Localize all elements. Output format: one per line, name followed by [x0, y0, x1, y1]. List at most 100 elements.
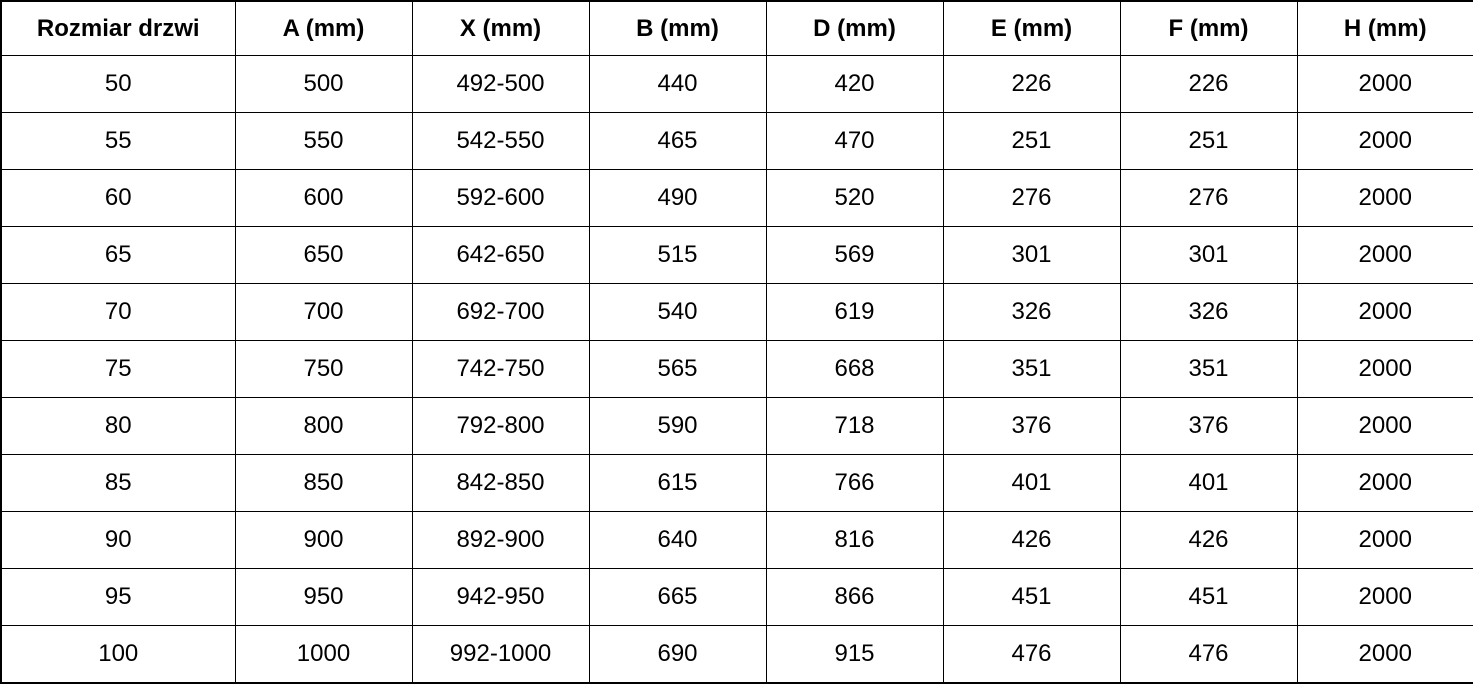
table-cell: 2000 [1296, 568, 1473, 626]
table-cell: 492-500 [411, 55, 590, 113]
table-cell: 2000 [1296, 169, 1473, 227]
table-cell: 70 [0, 283, 236, 341]
header-row: Rozmiar drzwi A (mm) X (mm) B (mm) D (mm) E (… [0, 0, 1473, 56]
table-cell: 600 [234, 169, 413, 227]
table-cell: 766 [765, 454, 944, 512]
table-cell: 100 [0, 625, 236, 684]
table-cell: 420 [765, 55, 944, 113]
table-row: 60 600 592-600 490 520 276 276 2000 [0, 169, 1473, 227]
table-cell: 326 [942, 283, 1121, 341]
table-row: 50 500 492-500 440 420 226 226 2000 [0, 55, 1473, 113]
table-cell: 470 [765, 112, 944, 170]
table-cell: 376 [942, 397, 1121, 455]
table-cell: 750 [234, 340, 413, 398]
table-row: 85 850 842-850 615 766 401 401 2000 [0, 454, 1473, 512]
header-cell-6: F (mm) [1119, 0, 1298, 56]
table-cell: 451 [1119, 568, 1298, 626]
table-cell: 351 [1119, 340, 1298, 398]
table-cell: 276 [1119, 169, 1298, 227]
table-cell: 665 [588, 568, 767, 626]
table-cell: 401 [1119, 454, 1298, 512]
table-cell: 942-950 [411, 568, 590, 626]
table-body: 50 500 492-500 440 420 226 226 2000 55 550 542-550… [0, 55, 1473, 684]
table-cell: 226 [1119, 55, 1298, 113]
header-cell-2: X (mm) [411, 0, 590, 56]
table-cell: 451 [942, 568, 1121, 626]
table-cell: 276 [942, 169, 1121, 227]
header-cell-7: H (mm) [1296, 0, 1473, 56]
table-cell: 351 [942, 340, 1121, 398]
table-cell: 490 [588, 169, 767, 227]
table-cell: 800 [234, 397, 413, 455]
table-cell: 2000 [1296, 625, 1473, 684]
header-cell-3: B (mm) [588, 0, 767, 56]
table-row: 95 950 942-950 665 866 451 451 2000 [0, 568, 1473, 626]
table-cell: 590 [588, 397, 767, 455]
table-cell: 718 [765, 397, 944, 455]
table-cell: 619 [765, 283, 944, 341]
table-row: 65 650 642-650 515 569 301 301 2000 [0, 226, 1473, 284]
table-cell: 950 [234, 568, 413, 626]
table-cell: 2000 [1296, 454, 1473, 512]
table-cell: 301 [942, 226, 1121, 284]
table-cell: 80 [0, 397, 236, 455]
table-cell: 520 [765, 169, 944, 227]
table-cell: 850 [234, 454, 413, 512]
table-row: 100 1000 992-1000 690 915 476 476 2000 [0, 625, 1473, 684]
table-cell: 1000 [234, 625, 413, 684]
table-cell: 642-650 [411, 226, 590, 284]
table-cell: 465 [588, 112, 767, 170]
header-cell-1: A (mm) [234, 0, 413, 56]
table-cell: 476 [1119, 625, 1298, 684]
table-cell: 75 [0, 340, 236, 398]
header-cell-5: E (mm) [942, 0, 1121, 56]
table-cell: 650 [234, 226, 413, 284]
table-cell: 816 [765, 511, 944, 569]
table-cell: 915 [765, 625, 944, 684]
table-cell: 326 [1119, 283, 1298, 341]
table-cell: 50 [0, 55, 236, 113]
table-cell: 2000 [1296, 55, 1473, 113]
table-cell: 55 [0, 112, 236, 170]
table-cell: 2000 [1296, 226, 1473, 284]
table-cell: 2000 [1296, 112, 1473, 170]
table-cell: 500 [234, 55, 413, 113]
table-row: 70 700 692-700 540 619 326 326 2000 [0, 283, 1473, 341]
table-row: 75 750 742-750 565 668 351 351 2000 [0, 340, 1473, 398]
table-cell: 866 [765, 568, 944, 626]
table-cell: 95 [0, 568, 236, 626]
table-cell: 2000 [1296, 397, 1473, 455]
header-cell-0: Rozmiar drzwi [0, 0, 236, 56]
table-cell: 515 [588, 226, 767, 284]
table-cell: 892-900 [411, 511, 590, 569]
table-cell: 668 [765, 340, 944, 398]
table-cell: 640 [588, 511, 767, 569]
table-cell: 542-550 [411, 112, 590, 170]
table-row: 90 900 892-900 640 816 426 426 2000 [0, 511, 1473, 569]
table-cell: 2000 [1296, 511, 1473, 569]
table-cell: 550 [234, 112, 413, 170]
table-cell: 60 [0, 169, 236, 227]
table-cell: 565 [588, 340, 767, 398]
table-cell: 742-750 [411, 340, 590, 398]
table-cell: 426 [942, 511, 1121, 569]
table-cell: 900 [234, 511, 413, 569]
table-cell: 85 [0, 454, 236, 512]
table-cell: 569 [765, 226, 944, 284]
table-cell: 401 [942, 454, 1121, 512]
table-cell: 2000 [1296, 340, 1473, 398]
table-cell: 251 [1119, 112, 1298, 170]
table-cell: 251 [942, 112, 1121, 170]
table-cell: 376 [1119, 397, 1298, 455]
table-cell: 440 [588, 55, 767, 113]
table-row: 80 800 792-800 590 718 376 376 2000 [0, 397, 1473, 455]
table-header: Rozmiar drzwi A (mm) X (mm) B (mm) D (mm) E (… [0, 0, 1473, 56]
table-cell: 690 [588, 625, 767, 684]
header-cell-4: D (mm) [765, 0, 944, 56]
table-cell: 226 [942, 55, 1121, 113]
table-cell: 540 [588, 283, 767, 341]
table-cell: 592-600 [411, 169, 590, 227]
table-cell: 842-850 [411, 454, 590, 512]
table-cell: 476 [942, 625, 1121, 684]
